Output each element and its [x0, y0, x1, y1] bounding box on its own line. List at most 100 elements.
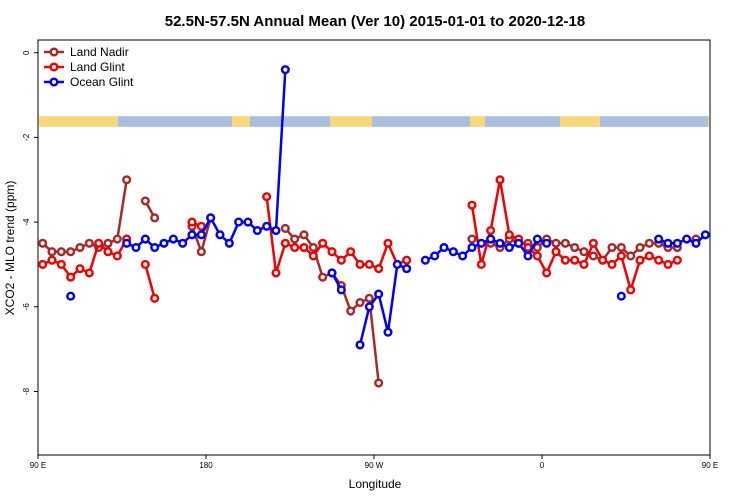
y-tick-label: -2: [22, 133, 31, 141]
data-point: [318, 238, 328, 248]
data-point: [355, 298, 365, 308]
y-axis-label: XCO2 - MLO trend (ppm): [3, 181, 17, 316]
data-point: [112, 234, 122, 244]
data-point: [187, 230, 197, 240]
y-tick-label: -6: [22, 303, 31, 311]
data-point: [336, 255, 346, 265]
data-point: [588, 251, 598, 261]
data-point: [430, 251, 440, 261]
series-ocean-glint: [66, 65, 710, 350]
data-point: [579, 259, 589, 269]
data-point: [290, 234, 300, 244]
data-point: [467, 242, 477, 253]
data-point: [672, 255, 682, 265]
data-point: [187, 217, 197, 227]
data-point: [56, 247, 66, 257]
data-point: [38, 259, 48, 269]
series-line: [126, 69, 287, 249]
data-point: [626, 251, 636, 261]
x-tick-label: 90 W: [365, 461, 384, 470]
chart-title: 52.5N-57.5N Annual Mean (Ver 10) 2015-01…: [165, 13, 585, 30]
series-line: [42, 238, 128, 280]
data-point: [504, 230, 514, 240]
series-land-nadir: [38, 175, 701, 388]
data-point: [47, 255, 57, 265]
data-point: [355, 259, 365, 269]
data-point: [196, 247, 206, 257]
data-point: [103, 247, 113, 257]
data-point: [551, 247, 561, 257]
data-point: [75, 264, 85, 274]
legend-marker: [49, 62, 59, 72]
data-point: [374, 378, 384, 388]
y-tick-label: -4: [22, 218, 31, 226]
y-axis: 0 -2 -4 -6 -8: [22, 50, 38, 395]
data-point: [588, 238, 598, 248]
data-point: [532, 234, 542, 244]
data-point: [374, 264, 384, 274]
y-tick-label: -8: [22, 387, 31, 395]
data-point: [94, 238, 104, 248]
data-point: [616, 251, 626, 261]
data-point: [56, 259, 66, 269]
data-point: [206, 213, 216, 223]
data-point: [280, 223, 290, 233]
data-point: [355, 340, 365, 350]
data-point: [112, 251, 122, 261]
data-point: [122, 238, 132, 248]
data-point: [532, 251, 542, 261]
data-point: [308, 251, 318, 261]
data-point: [682, 234, 692, 244]
legend-label: Land Glint: [70, 60, 125, 74]
data-point: [495, 238, 505, 248]
data-point: [318, 272, 328, 282]
series-line: [470, 179, 678, 295]
data-point: [672, 238, 682, 248]
ocean-band: [372, 116, 470, 127]
data-point: [486, 234, 496, 244]
data-point: [364, 293, 374, 303]
data-point: [635, 242, 645, 253]
data-point: [66, 291, 76, 301]
data-point: [262, 221, 272, 231]
data-point: [700, 230, 710, 240]
data-point: [84, 238, 94, 248]
data-point: [252, 226, 262, 236]
data-point: [654, 234, 664, 244]
data-point: [290, 242, 300, 253]
x-tick-label: 0: [540, 461, 545, 470]
data-point: [607, 259, 617, 269]
data-point: [495, 175, 505, 185]
data-point: [196, 230, 206, 240]
data-point: [47, 247, 57, 257]
data-point: [504, 242, 514, 253]
data-point: [579, 247, 589, 257]
data-point: [570, 255, 580, 265]
data-point: [663, 259, 673, 269]
ocean-band: [600, 116, 708, 127]
data-point: [607, 242, 617, 253]
data-point: [374, 289, 384, 299]
data-point: [570, 242, 580, 253]
data-point: [327, 247, 337, 257]
data-point: [467, 234, 477, 244]
data-point: [663, 238, 673, 248]
data-point: [560, 255, 570, 265]
data-point: [383, 238, 393, 248]
data-point: [168, 234, 178, 244]
data-point: [66, 247, 76, 257]
data-point: [159, 238, 169, 248]
data-point: [644, 238, 654, 248]
data-point: [551, 238, 561, 248]
data-point: [467, 200, 477, 210]
data-point: [215, 230, 225, 240]
data-point: [616, 242, 626, 253]
data-point: [140, 234, 150, 244]
x-tick-label: 90 E: [702, 461, 718, 470]
data-point: [327, 268, 337, 278]
data-point: [654, 255, 664, 265]
data-point: [392, 259, 402, 269]
x-axis-label: Longitude: [349, 477, 402, 491]
data-point: [644, 251, 654, 261]
